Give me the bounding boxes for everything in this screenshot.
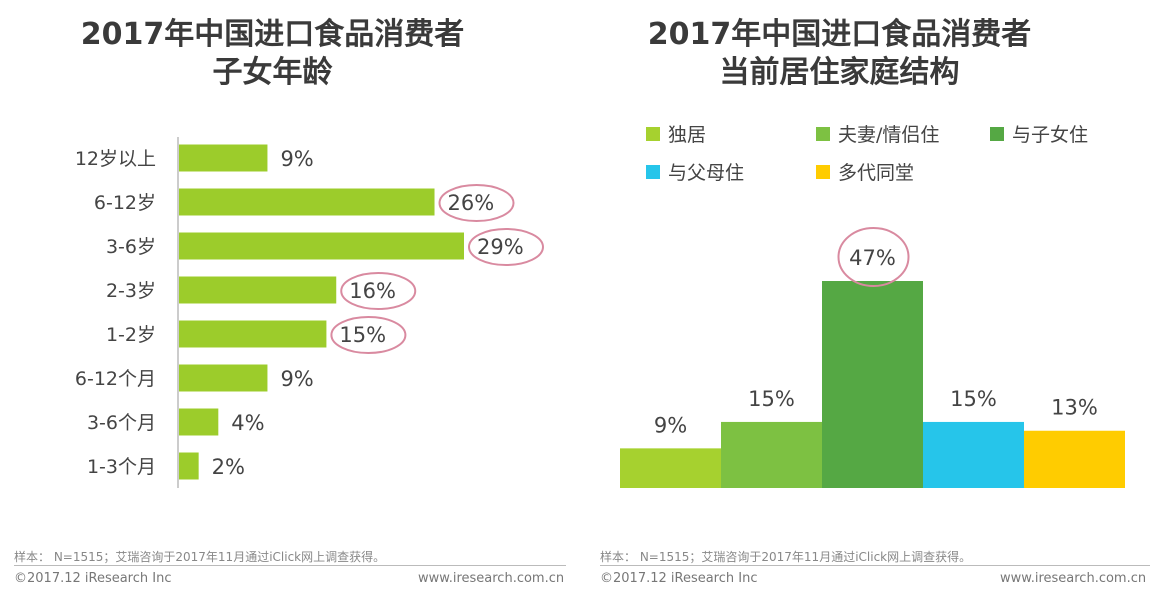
value-label: 15% <box>339 323 386 347</box>
legend-swatch <box>646 127 660 141</box>
category-label: 1-3个月 <box>87 456 156 478</box>
legend-swatch <box>646 165 660 179</box>
right-footer-rule <box>600 565 1150 566</box>
category-label: 3-6岁 <box>106 236 156 258</box>
age-bar-chart: 12岁以上 9% 6-12岁 26% 3-6岁 29% 2-3岁 16% 1-2岁 15% 6-12… <box>75 137 544 488</box>
left-website: www.iresearch.com.cn <box>418 571 565 586</box>
highlight-circle <box>330 316 407 354</box>
bar <box>179 276 337 304</box>
value-label: 16% <box>349 279 396 303</box>
category-label: 6-12岁 <box>94 192 156 214</box>
legend-label: 与父母住 <box>668 162 744 184</box>
bar <box>1024 430 1125 488</box>
legend-swatch <box>816 165 830 179</box>
legend-label: 与子女住 <box>1012 124 1088 146</box>
left-footer-rule <box>14 565 566 566</box>
value-label: 9% <box>280 367 313 391</box>
bar <box>179 144 268 172</box>
left-title-line1: 2017年中国进口食品消费者 <box>80 17 465 52</box>
category-label: 1-2岁 <box>106 324 156 346</box>
bar <box>179 452 199 480</box>
bar <box>179 408 219 436</box>
value-label: 26% <box>448 191 495 215</box>
category-label: 3-6个月 <box>87 412 156 434</box>
right-copyright: ©2017.12 iResearch Inc <box>600 571 758 586</box>
highlight-circle <box>468 228 544 266</box>
category-label: 2-3岁 <box>106 280 156 302</box>
legend-label: 多代同堂 <box>838 162 914 184</box>
legend-label: 夫妻/情侣住 <box>838 124 939 146</box>
bar <box>179 364 268 392</box>
category-label: 12岁以上 <box>75 148 156 170</box>
right-website: www.iresearch.com.cn <box>1000 571 1147 586</box>
highlight-circle <box>438 184 515 222</box>
category-label: 6-12个月 <box>75 368 156 390</box>
value-label: 15% <box>748 387 795 411</box>
legend-swatch <box>990 127 1004 141</box>
left-title-line2: 子女年龄 <box>212 55 333 90</box>
right-title-line2: 当前居住家庭结构 <box>719 55 960 90</box>
value-label: 2% <box>212 455 245 479</box>
left-sample-note: 样本： N=1515；艾瑞咨询于2017年11月通过iClick网上调查获得。 <box>14 550 386 564</box>
bar <box>179 188 435 216</box>
left-chart-panel: 2017年中国进口食品消费者 子女年龄 12岁以上 9% 6-12岁 26% 3-6岁 2… <box>14 16 566 586</box>
bar <box>923 421 1024 488</box>
value-label: 13% <box>1051 396 1098 420</box>
left-copyright: ©2017.12 iResearch Inc <box>14 571 172 586</box>
highlight-circle <box>837 227 910 287</box>
value-label: 9% <box>280 147 313 171</box>
legend-swatch <box>816 127 830 141</box>
right-chart-panel: 2017年中国进口食品消费者 当前居住家庭结构 独居 夫妻/情侣住 与子女住与父母住… <box>580 0 1159 591</box>
value-label: 47% <box>849 246 896 270</box>
right-chart-title: 2017年中国进口食品消费者 当前居住家庭结构 <box>620 16 1059 92</box>
bar <box>179 232 464 260</box>
bar <box>822 281 923 488</box>
value-label: 15% <box>950 387 997 411</box>
value-label: 29% <box>477 235 524 259</box>
value-label: 4% <box>231 411 264 435</box>
value-label: 9% <box>654 413 687 437</box>
legend-label: 独居 <box>668 124 706 146</box>
right-sample-note: 样本： N=1515；艾瑞咨询于2017年11月通过iClick网上调查获得。 <box>600 550 972 564</box>
bar <box>620 448 721 488</box>
right-title-line1: 2017年中国进口食品消费者 <box>647 17 1032 52</box>
bar <box>179 320 327 348</box>
bar <box>721 421 822 488</box>
highlight-circle <box>340 272 417 310</box>
left-chart-title: 2017年中国进口食品消费者 子女年龄 <box>35 16 510 92</box>
